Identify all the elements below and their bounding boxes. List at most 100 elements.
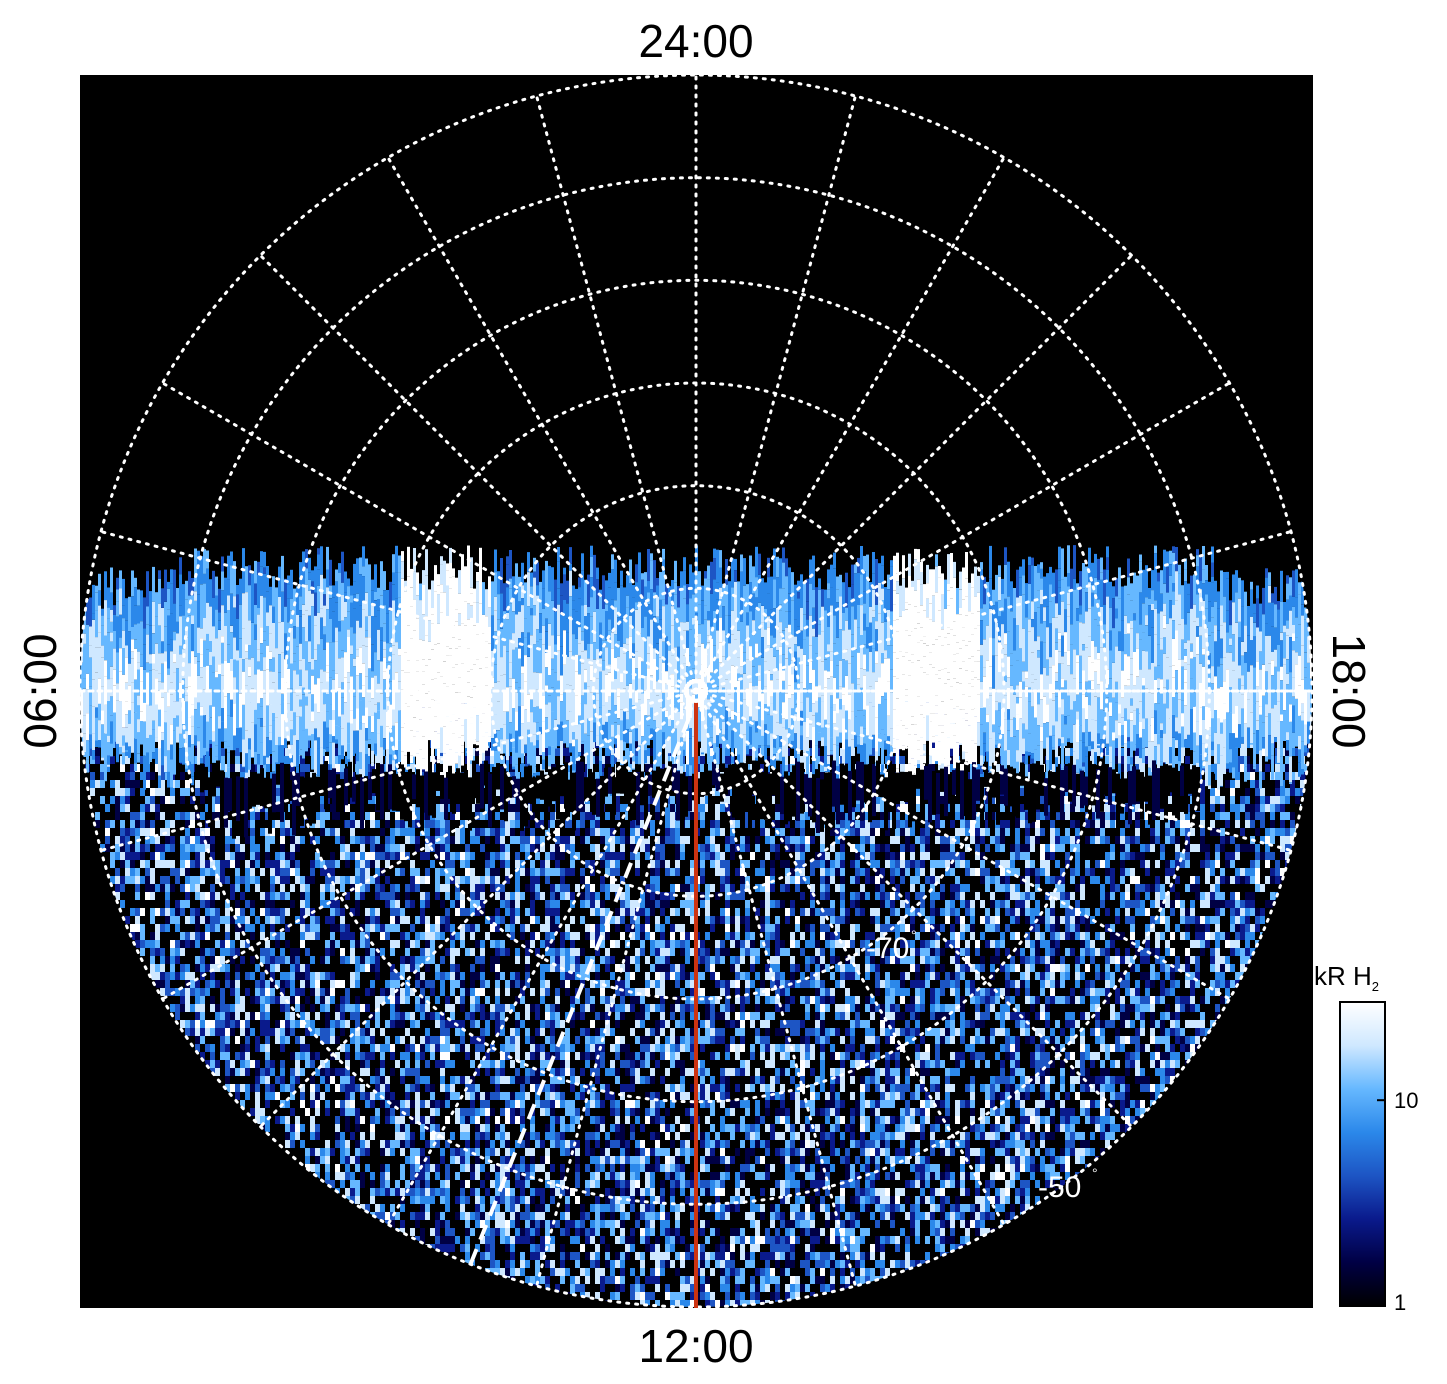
- heatmap-cell: [195, 916, 200, 924]
- heatmap-cell: [1080, 908, 1085, 916]
- heatmap-cell: [605, 908, 610, 916]
- heatmap-cell: [150, 804, 155, 812]
- heatmap-cell: [1215, 844, 1220, 852]
- heatmap-cell: [950, 844, 955, 852]
- heatmap-cell: [435, 916, 440, 924]
- heatmap-cell: [560, 852, 565, 860]
- heatmap-cell: [230, 940, 235, 948]
- heatmap-cell: [195, 844, 200, 852]
- heatmap-cell: [1095, 964, 1100, 972]
- heatmap-cell: [755, 956, 760, 964]
- heatmap-cell: [165, 892, 170, 900]
- heatmap-cell: [245, 972, 250, 980]
- heatmap-cell: [910, 964, 915, 972]
- heatmap-cell: [530, 908, 535, 916]
- heatmap-cell: [630, 836, 635, 844]
- heatmap-cell: [930, 956, 935, 964]
- heatmap-cell: [1000, 940, 1005, 948]
- heatmap-cell: [870, 948, 875, 956]
- heatmap-cell: [665, 940, 670, 948]
- heatmap-cell: [195, 924, 200, 932]
- heatmap-cell: [1290, 748, 1295, 756]
- heatmap-cell: [530, 860, 535, 868]
- heatmap-cell: [375, 964, 380, 972]
- heatmap-cell: [800, 828, 805, 836]
- heatmap-cell: [970, 868, 975, 876]
- heatmap-cell: [250, 868, 255, 876]
- heatmap-cell: [525, 852, 530, 860]
- heatmap-cell: [1045, 892, 1050, 900]
- heatmap-cell: [590, 812, 595, 820]
- heatmap-cell: [795, 940, 800, 948]
- heatmap-cell: [535, 852, 540, 860]
- heatmap-cell: [1060, 916, 1065, 924]
- heatmap-cell: [800, 844, 805, 852]
- heatmap-cell: [295, 972, 300, 980]
- heatmap-cell: [510, 836, 515, 844]
- heatmap-cell: [445, 884, 450, 892]
- heatmap-cell: [870, 908, 875, 916]
- heatmap-cell: [925, 964, 930, 972]
- heatmap-cell: [960, 828, 965, 836]
- heatmap-cell: [605, 860, 610, 868]
- heatmap-cell: [220, 948, 225, 956]
- heatmap-cell: [585, 932, 590, 940]
- heatmap-cell: [335, 748, 340, 756]
- heatmap-cell: [1245, 796, 1250, 804]
- heatmap-cell: [1275, 764, 1280, 772]
- heatmap-cell: [165, 884, 170, 892]
- heatmap-cell: [415, 956, 420, 964]
- heatmap-cell: [175, 940, 180, 948]
- heatmap-cell: [1015, 908, 1020, 916]
- heatmap-cell: [175, 972, 180, 980]
- heatmap-cell: [910, 956, 915, 964]
- heatmap-cell: [570, 852, 575, 860]
- heatmap-cell: [850, 828, 855, 836]
- heatmap-cell: [730, 852, 735, 860]
- heatmap-cell: [820, 876, 825, 884]
- heatmap-cell: [470, 828, 475, 836]
- heatmap-cell: [865, 940, 870, 948]
- heatmap-cell: [100, 780, 105, 788]
- heatmap-cell: [1130, 852, 1135, 860]
- heatmap-cell: [495, 940, 500, 948]
- heatmap-cell: [495, 812, 500, 820]
- heatmap-cell: [1285, 828, 1290, 836]
- heatmap-cell: [1245, 804, 1250, 812]
- heatmap-cell: [455, 932, 460, 940]
- heatmap-cell: [1235, 900, 1240, 908]
- heatmap-cell: [640, 940, 645, 948]
- heatmap-cell: [230, 860, 235, 868]
- heatmap-cell: [1120, 900, 1125, 908]
- heatmap-cell: [515, 892, 520, 900]
- heatmap-cell: [1100, 900, 1105, 908]
- heatmap-cell: [965, 956, 970, 964]
- heatmap-cell: [755, 844, 760, 852]
- heatmap-cell: [1260, 916, 1265, 924]
- heatmap-cell: [115, 796, 120, 804]
- heatmap-cell: [775, 852, 780, 860]
- heatmap-cell: [825, 892, 830, 900]
- heatmap-cell: [1250, 812, 1255, 820]
- heatmap-cell: [235, 852, 240, 860]
- heatmap-cell: [930, 740, 935, 748]
- heatmap-cell: [830, 956, 835, 964]
- heatmap-cell: [1060, 892, 1065, 900]
- heatmap-cell: [715, 820, 720, 828]
- heatmap-cell: [800, 892, 805, 900]
- heatmap-cell: [200, 836, 205, 844]
- heatmap-cell: [170, 836, 175, 844]
- heatmap-cell: [240, 956, 245, 964]
- heatmap-cell: [625, 900, 630, 908]
- heatmap-cell: [350, 908, 355, 916]
- heatmap-cell: [1070, 844, 1075, 852]
- heatmap-cell: [840, 916, 845, 924]
- heatmap-cell: [945, 916, 950, 924]
- heatmap-cell: [530, 884, 535, 892]
- heatmap-cell: [1225, 836, 1230, 844]
- heatmap-cell: [185, 892, 190, 900]
- heatmap-cell: [670, 924, 675, 932]
- heatmap-cell: [710, 820, 715, 828]
- heatmap-cell: [1130, 836, 1135, 844]
- heatmap-cell: [550, 924, 555, 932]
